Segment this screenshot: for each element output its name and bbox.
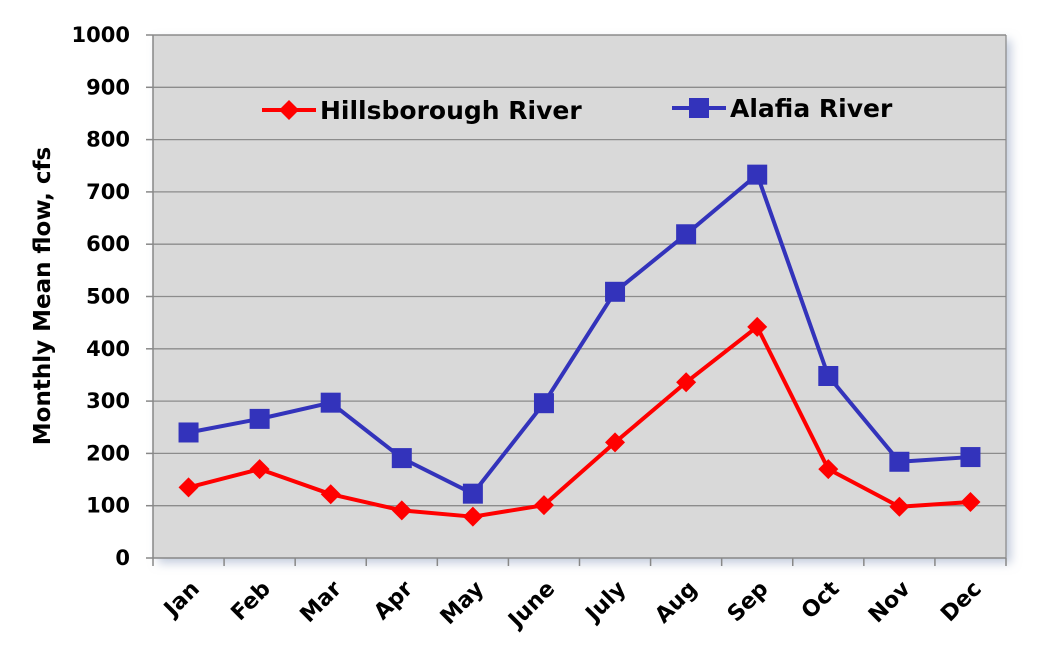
y-tick-label: 700	[86, 180, 130, 204]
alafia-river-point	[889, 451, 910, 472]
hillsborough-river-point	[605, 432, 626, 453]
alafia-river-line	[188, 172, 971, 496]
series-group	[178, 164, 981, 527]
alafia-river-point	[676, 224, 697, 245]
y-tick-label: 1000	[72, 23, 130, 47]
x-tick-label: Apr	[370, 576, 419, 625]
legend-marker	[279, 100, 299, 120]
y-tick-label: 200	[86, 441, 130, 465]
alafia-river-point	[818, 365, 839, 386]
y-tick-label: 0	[115, 546, 130, 570]
alafia-river-point	[533, 393, 554, 414]
legend-marker	[689, 98, 709, 118]
alafia-river-point	[249, 408, 270, 429]
alafia-river-point	[747, 164, 768, 185]
alafia-river-point	[178, 422, 199, 443]
x-tick-label: May	[436, 577, 489, 630]
alafia-river-point	[391, 448, 412, 469]
y-tick-label: 600	[86, 232, 130, 256]
y-tick-label: 300	[86, 389, 130, 413]
y-tick-label: 800	[86, 128, 130, 152]
x-tick-label: Feb	[227, 577, 276, 626]
y-tick-label: 900	[86, 75, 130, 99]
alafia-river-point	[462, 483, 483, 504]
y-tick-labels: 0 100 200 300 400 500 600 700 800 900 1000	[72, 23, 130, 570]
hillsborough-river-point	[320, 484, 341, 505]
x-tick-label: Dec	[936, 577, 986, 627]
y-tick-label: 400	[86, 337, 130, 361]
legend-label: Alafia River	[730, 94, 893, 123]
hillsborough-river-point	[178, 477, 199, 498]
alafia-river-point	[605, 281, 626, 302]
x-tick-label: Aug	[650, 577, 702, 629]
hillsborough-river-series	[178, 316, 981, 527]
y-tick-label: 500	[86, 285, 130, 309]
legend-label: Hillsborough River	[320, 96, 582, 125]
hillsborough-river-point	[818, 459, 839, 480]
hillsborough-river-point	[533, 495, 554, 516]
hillsborough-river-line	[188, 324, 971, 519]
x-tick-label: Nov	[864, 576, 916, 628]
alafia-river-point	[960, 447, 981, 468]
alafia-river-point	[320, 392, 341, 413]
hillsborough-river-point	[889, 496, 910, 517]
x-tick-label: July	[580, 577, 631, 628]
hillsborough-river-point	[676, 372, 697, 393]
hillsborough-river-point	[747, 316, 768, 337]
hillsborough-river-point	[462, 506, 483, 527]
x-tick-label: Jan	[158, 577, 204, 623]
x-tick-label: Mar	[296, 576, 347, 627]
hillsborough-river-point	[960, 492, 981, 513]
hillsborough-river-point	[249, 459, 270, 480]
y-axis-title: Monthly Mean flow, cfs	[30, 147, 56, 445]
hillsborough-river-point	[391, 500, 412, 521]
alafia-river-series	[178, 164, 981, 504]
x-tick-labels: Jan Feb Mar Apr May June July Aug Sep Oct Nov Dec	[158, 576, 986, 634]
axes	[146, 34, 1007, 566]
legend-item-hillsborough-river: Hillsborough River	[262, 96, 582, 125]
x-tick-label: June	[503, 577, 561, 635]
legend: Hillsborough River Alafia River	[262, 94, 893, 125]
x-tick-label: Sep	[723, 577, 774, 628]
y-tick-label: 100	[86, 494, 130, 518]
x-tick-label: Oct	[797, 576, 845, 624]
legend-item-alafia-river: Alafia River	[672, 94, 893, 123]
